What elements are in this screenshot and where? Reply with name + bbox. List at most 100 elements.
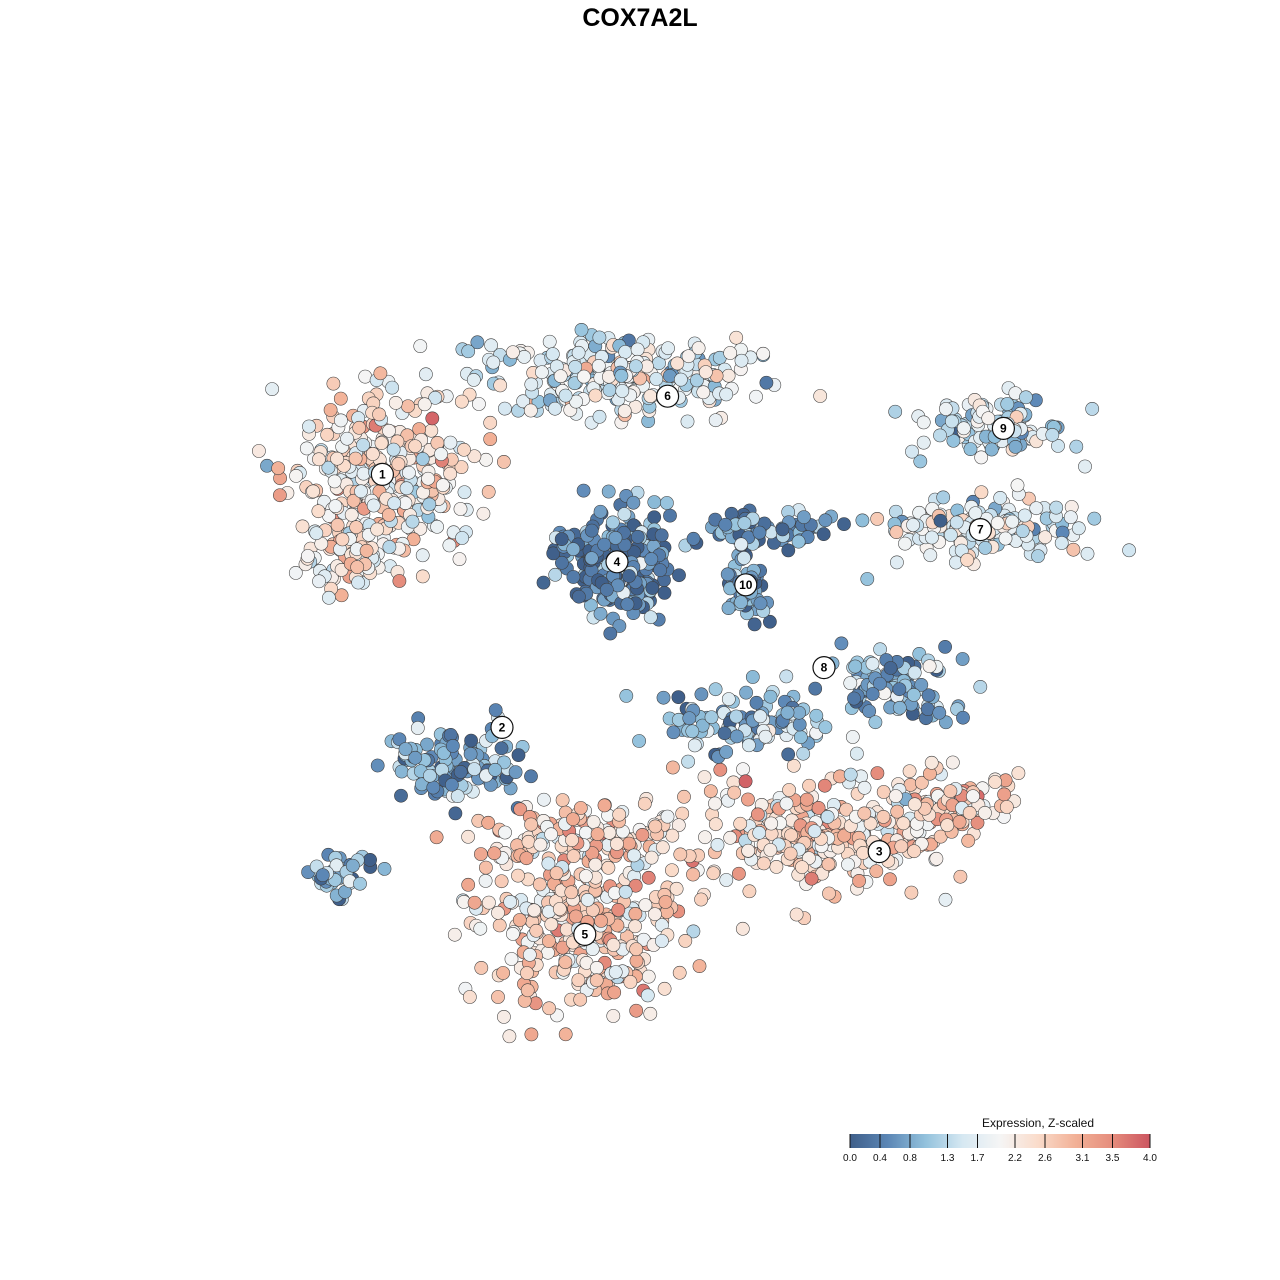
- cell-point: [455, 531, 469, 545]
- cell-point: [769, 860, 784, 874]
- cell-point: [366, 498, 381, 513]
- cell-point: [756, 856, 771, 871]
- cell-point: [802, 778, 816, 793]
- cell-point: [904, 885, 919, 900]
- cell-point: [558, 1027, 573, 1042]
- cell-point: [752, 525, 767, 540]
- cell-point: [730, 729, 744, 744]
- cell-point: [694, 892, 708, 907]
- cell-point: [852, 874, 866, 888]
- cell-point: [577, 369, 591, 384]
- cell-point: [574, 323, 589, 337]
- cell-point: [363, 853, 377, 867]
- cell-point: [638, 898, 653, 912]
- cell-point: [902, 764, 917, 779]
- cluster-marker: [991, 416, 1016, 440]
- cell-point: [837, 517, 851, 531]
- cell-point: [558, 388, 573, 403]
- cell-point: [741, 792, 755, 807]
- cell-point: [1069, 439, 1084, 454]
- cell-point: [382, 423, 396, 438]
- cell-point: [1051, 439, 1065, 453]
- cell-point: [690, 373, 704, 388]
- cell-point: [751, 807, 765, 822]
- cell-point: [907, 665, 922, 680]
- cell-point: [608, 531, 623, 545]
- points-layer: [252, 323, 1136, 1044]
- cell-point: [742, 884, 757, 899]
- cell-point: [289, 469, 303, 483]
- cell-point: [476, 506, 491, 521]
- cell-point: [415, 548, 430, 563]
- cell-point: [907, 797, 922, 812]
- cell-point: [599, 582, 614, 597]
- cell-point: [946, 433, 961, 448]
- legend: Expression, Z-scaled 0.0 0.4 0.8 1.3 1.7 2.2 2…: [843, 1116, 1157, 1164]
- cell-point: [479, 452, 493, 467]
- cell-point: [672, 965, 687, 980]
- cell-point: [571, 973, 586, 987]
- cell-point: [734, 595, 748, 610]
- cluster-label-text: 2: [499, 720, 506, 734]
- cell-point: [873, 676, 887, 691]
- cell-point: [674, 372, 688, 387]
- cell-point: [665, 828, 680, 843]
- cell-point: [710, 838, 725, 852]
- cell-point: [742, 738, 756, 753]
- cell-point: [484, 338, 498, 353]
- cell-point: [260, 458, 274, 473]
- cell-point: [429, 830, 444, 845]
- cell-point: [752, 825, 767, 840]
- cell-point: [907, 844, 921, 859]
- cell-point: [519, 851, 534, 866]
- cell-point: [658, 895, 673, 909]
- legend-title: Expression, Z-scaled: [982, 1116, 1094, 1130]
- cell-point: [352, 420, 367, 435]
- cell-point: [462, 990, 477, 1004]
- cell-point: [309, 526, 324, 541]
- cell-point: [447, 927, 462, 942]
- cell-point: [592, 330, 607, 345]
- cell-point: [717, 726, 732, 741]
- cell-point: [686, 867, 700, 882]
- cell-point: [597, 537, 612, 552]
- cell-point: [602, 825, 617, 840]
- legend-tick-label: 4.0: [1143, 1153, 1157, 1164]
- cell-point: [839, 802, 854, 817]
- cell-point: [943, 784, 958, 799]
- cell-point: [649, 372, 664, 386]
- cell-point: [923, 548, 938, 563]
- cell-point: [301, 549, 315, 563]
- cell-point: [535, 365, 549, 380]
- cell-point: [618, 345, 633, 359]
- cell-point: [784, 828, 798, 843]
- cell-point: [811, 801, 826, 815]
- cluster-label-4: 4: [605, 550, 629, 574]
- cell-point: [883, 872, 897, 887]
- cell-point: [381, 508, 396, 522]
- cell-point: [648, 819, 663, 834]
- cell-point: [548, 401, 562, 416]
- cell-point: [729, 330, 744, 345]
- cell-point: [442, 538, 457, 553]
- cell-point: [657, 981, 672, 996]
- cell-point: [916, 415, 931, 430]
- cell-point: [445, 777, 459, 792]
- cluster-labels-layer: 1 2 3 4 5 6 7 8 9 10: [370, 384, 1016, 947]
- cell-point: [876, 810, 891, 824]
- cluster-marker: [655, 384, 680, 408]
- cell-point: [446, 739, 460, 753]
- cell-point: [818, 513, 833, 528]
- cell-point: [370, 522, 385, 537]
- cell-point: [962, 806, 977, 820]
- cell-point: [797, 510, 811, 524]
- cell-point: [691, 341, 706, 355]
- cell-point: [673, 847, 688, 862]
- cell-point: [494, 874, 509, 889]
- cell-point: [481, 485, 496, 499]
- cell-point: [857, 780, 872, 795]
- cell-point: [622, 569, 636, 583]
- cell-point: [271, 461, 286, 476]
- cell-point: [640, 988, 655, 1003]
- cell-point: [628, 907, 643, 921]
